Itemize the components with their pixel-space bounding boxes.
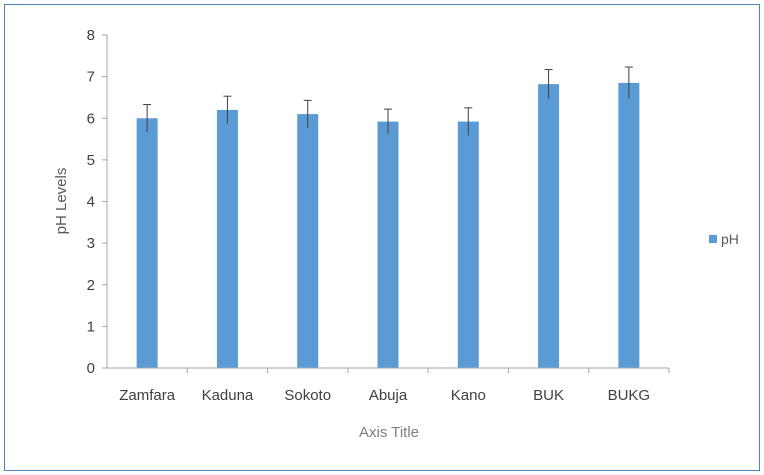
y-axis-title: pH Levels (53, 168, 70, 235)
y-tick-label: 1 (87, 318, 95, 335)
x-axis: Zamfara Kaduna Sokoto Abuja Kano BUK BUKG (107, 367, 670, 404)
y-tick-label: 4 (87, 194, 95, 211)
bar (377, 121, 399, 368)
x-tick-label: BUK (533, 387, 564, 404)
bar (136, 118, 158, 368)
x-tick-label: Sokoto (284, 387, 331, 404)
y-tick-label: 5 (87, 152, 95, 169)
bar (618, 82, 640, 369)
y-tick-label: 6 (87, 110, 95, 127)
y-tick-label: 0 (87, 360, 95, 377)
legend: pH (709, 231, 739, 247)
bars (136, 82, 640, 369)
error-bars (143, 66, 633, 136)
y-tick-label: 8 (87, 27, 95, 44)
y-tick-label: 3 (87, 235, 95, 252)
y-axis: 0 1 2 3 4 5 6 7 8 (87, 27, 108, 377)
legend-label: pH (721, 231, 739, 247)
y-tick-label: 2 (87, 277, 95, 294)
x-tick-label: Abuja (369, 387, 408, 404)
bar (297, 114, 319, 369)
x-axis-title: Axis Title (359, 424, 419, 441)
bar (216, 109, 238, 369)
x-tick-label: Zamfara (119, 387, 176, 404)
bar (457, 121, 479, 368)
x-tick-label: Kaduna (202, 387, 254, 404)
x-tick-label: Kano (451, 387, 486, 404)
x-tick-label: BUKG (608, 387, 651, 404)
bar (538, 84, 560, 369)
legend-swatch (709, 235, 717, 243)
y-tick-label: 7 (87, 69, 95, 86)
